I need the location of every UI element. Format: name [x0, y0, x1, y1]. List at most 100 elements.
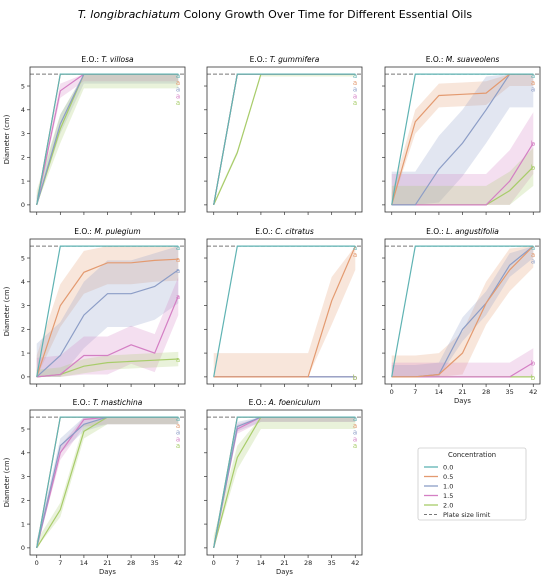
x-tick-label: 0 — [35, 559, 39, 567]
letter-0.5: a — [176, 422, 180, 430]
series-line-1.0 — [36, 416, 179, 549]
series-line-0.0 — [391, 73, 534, 206]
letter-1.5: a — [353, 92, 357, 100]
series-line-2.0 — [213, 73, 356, 206]
y-tick-label: 2 — [21, 154, 25, 162]
legend: Concentration 0.0 0.51.0 1.52.0 Plate size l… — [417, 447, 527, 521]
letter-1.0: a — [353, 86, 357, 94]
y-tick-label: 5 — [21, 254, 25, 262]
band-2.0 — [391, 147, 534, 205]
panel-species: M. suaveolens — [446, 55, 500, 64]
x-tick-label: 21 — [458, 388, 466, 396]
letter-1.5: b — [353, 374, 358, 382]
x-tick-label: 21 — [103, 559, 111, 567]
legend-frame — [417, 447, 527, 521]
letter-0.5: a — [176, 79, 180, 87]
x-tick-label: 35 — [151, 559, 159, 567]
band-1.0 — [36, 417, 179, 548]
panel-title: E.O.: T. gummifera — [250, 55, 320, 64]
band-0.5 — [213, 246, 356, 377]
band-0.5 — [391, 246, 534, 377]
x-tick-label: 28 — [127, 559, 135, 567]
letter-2.0: a — [176, 99, 180, 107]
letter-0.0: a — [353, 244, 357, 252]
letter-1.0: a — [353, 429, 357, 437]
x-tick-label: 14 — [80, 559, 88, 567]
band-2.0 — [213, 74, 356, 205]
band-1.0 — [391, 74, 534, 205]
panel-3: E.O.: M. suaveolens aaa b b — [382, 55, 541, 215]
letter-1.0: a — [176, 429, 180, 437]
letter-2.0: a — [176, 356, 180, 364]
y-tick-label: 4 — [21, 106, 25, 114]
letter-1.5: a — [176, 92, 180, 100]
x-tick-label: 14 — [257, 559, 265, 567]
series-line-2.0 — [36, 416, 179, 549]
x-tick-label: 28 — [304, 559, 312, 567]
band-1.5 — [391, 348, 534, 377]
x-tick-label: 14 — [435, 388, 443, 396]
panel-frame — [206, 66, 363, 213]
letter-0.0: a — [531, 244, 535, 252]
band-1.5 — [36, 417, 179, 548]
y-axis-label: Diameter (cm) — [3, 286, 11, 336]
y-tick-label: 3 — [21, 302, 25, 310]
letter-2.0: a — [176, 442, 180, 450]
y-tick-label: 0 — [21, 544, 25, 552]
panel-title: E.O.: L. angustifolia — [426, 227, 499, 236]
panel-species: A. foeniculum — [268, 398, 321, 407]
series-line-0.0 — [36, 416, 179, 549]
panel-eo-label: E.O.: — [249, 398, 269, 407]
panel-title: E.O.: T. mastichina — [73, 398, 143, 407]
series-line-1.5 — [36, 295, 179, 378]
x-tick-label: 7 — [58, 559, 62, 567]
panel-title: E.O.: M. pulegium — [74, 227, 140, 236]
y-tick-label: 2 — [21, 497, 25, 505]
panel-title: E.O.: M. suaveolens — [426, 55, 500, 64]
series-line-0.0 — [391, 245, 534, 378]
letter-0.5: a — [353, 251, 357, 259]
letter-1.0: b — [353, 374, 358, 382]
series-line-1.5 — [36, 416, 179, 549]
x-tick-label: 42 — [351, 559, 359, 567]
letter-1.0: a — [531, 86, 535, 94]
legend-label-0.0: 0.0 — [443, 463, 453, 471]
series-line-1.0 — [36, 269, 179, 378]
band-2.0 — [36, 74, 179, 205]
y-tick-label: 5 — [21, 82, 25, 90]
letter-0.0: a — [531, 72, 535, 80]
band-2.0 — [36, 417, 179, 548]
letter-0.5: a — [531, 79, 535, 87]
series-line-1.0 — [213, 416, 356, 549]
panel-species: T. mastichina — [93, 398, 143, 407]
panel-eo-label: E.O.: — [426, 227, 446, 236]
letter-1.0: a — [531, 258, 535, 266]
y-tick-label: 0 — [21, 373, 25, 381]
title-species: T. longibrachiatum — [78, 8, 180, 21]
y-tick-label: 3 — [21, 473, 25, 481]
letter-2.0: b — [531, 164, 536, 172]
y-tick-label: 2 — [21, 326, 25, 334]
chart-title: T. longibrachiatum Colony Growth Over Ti… — [78, 8, 473, 21]
series-line-0.0 — [213, 245, 356, 378]
x-tick-label: 35 — [328, 559, 336, 567]
panel-species: L. angustifolia — [446, 227, 499, 236]
series-line-0.0 — [36, 245, 179, 378]
legend-label-0.5: 0.5 — [443, 473, 453, 481]
panel-6: E.O.: L. angustifolia aaa bb 0 7 14 21 28 35 42 Da… — [382, 227, 541, 405]
band-1.5 — [391, 112, 534, 205]
letter-1.5: a — [176, 435, 180, 443]
letter-1.5: a — [176, 293, 180, 301]
series-line-0.5 — [36, 258, 179, 378]
series-line-0.5 — [213, 245, 356, 378]
x-tick-label: 35 — [506, 388, 514, 396]
y-tick-label: 1 — [21, 520, 25, 528]
letter-2.0: b — [353, 374, 358, 382]
legend-label-limit: Plate size limit — [443, 511, 491, 519]
y-tick-label: 5 — [21, 425, 25, 433]
